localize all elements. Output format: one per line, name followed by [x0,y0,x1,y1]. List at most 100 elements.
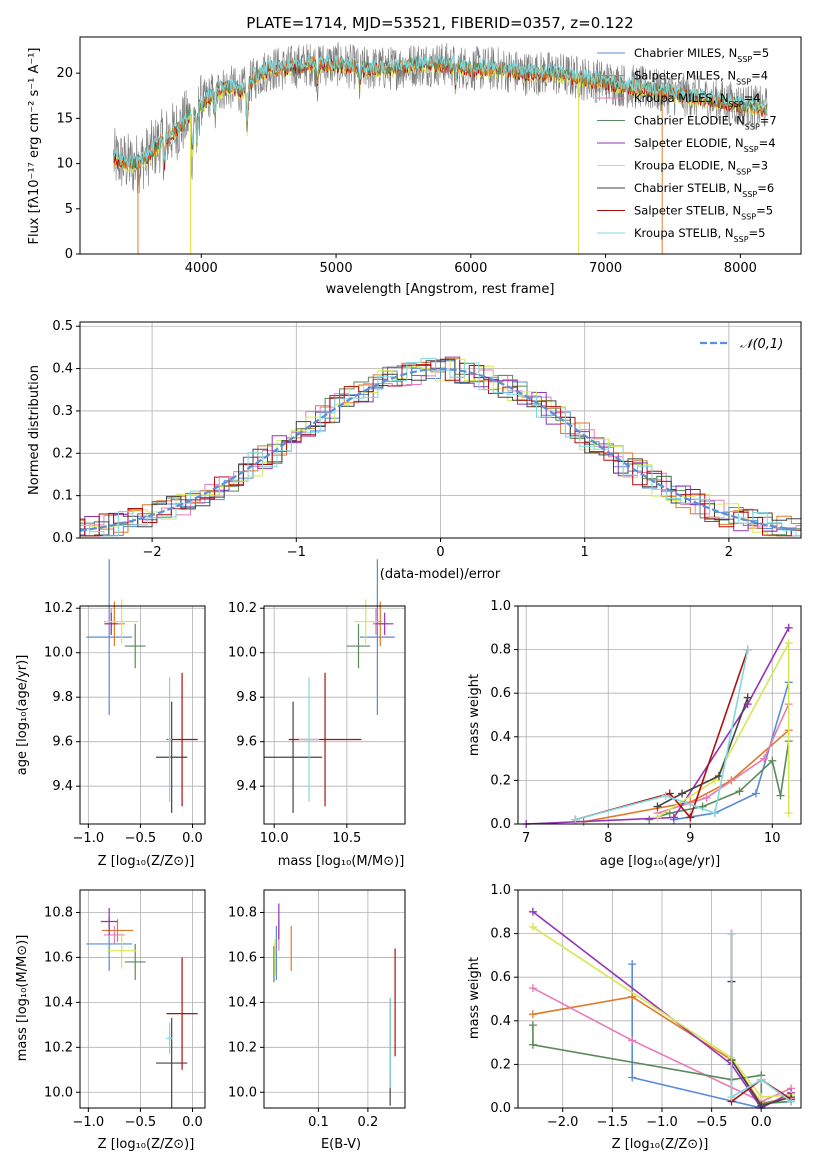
legend-tail: =5 [749,226,766,240]
residual-ylabel: Normed distribution [27,365,42,495]
weight-marker [727,1093,736,1102]
age-vs-z-panel: −1.0 −0.5 0.0 9.4 9.6 9.8 10.0 10.2 [44,559,206,846]
legend-tail: =4 [751,69,768,83]
y-tick-label: 9.6 [52,735,73,750]
weight-marker [743,693,752,702]
legend-tail: =4 [744,91,761,105]
massweight-vs-z-ylabel: mass weight [467,957,482,1039]
legend-label: Salpeter STELIB, NSSP=5 [634,204,773,222]
y-tick-label: 0.8 [490,927,511,942]
mass-vs-z-panel: −1.0 −0.5 0.0 10.0 10.2 10.4 10.6 10.8 [44,889,206,1130]
legend-label: Salpeter ELODIE, NSSP=4 [634,136,776,154]
mass-vs-z-ylabel: mass [log₁₀(M/M⊙)] [15,935,30,1062]
x-tick-label: −2 [143,545,162,560]
weight-line-kroupa_elodie [532,926,792,1098]
age-vs-mass-xlabel: mass [log₁₀(M/M⊙)] [278,854,405,869]
y-tick-label: 0.4 [52,362,73,377]
x-tick-label: 10.0 [260,831,289,846]
weight-marker [653,813,662,822]
spectrum-panel: 4000 5000 6000 7000 8000 0 5 10 15 20 Chabrier MIL… [56,36,802,276]
histogram-salpeter_stelib [80,362,801,537]
x-tick-label: −1 [287,545,306,560]
weight-marker [776,791,785,800]
x-tick-label: 2 [725,545,733,560]
y-tick-label: 10.4 [228,995,257,1010]
x-tick-label: −0.5 [696,1115,728,1130]
weight-marker [710,809,719,818]
weight-line-chabrier_miles [673,682,790,821]
legend-subscript: SSP [744,145,759,154]
x-tick-label: 10 [764,831,781,846]
residual-panel: −2 −1 0 1 2 0.0 0.1 0.2 0.3 0.4 0.5 𝒩(0,1) [52,319,802,560]
spectrum-ylabel: Flux [fλ10⁻¹⁷ erg cm⁻² s⁻¹ A⁻¹] [27,48,42,245]
legend-tail: =6 [757,181,774,195]
y-tick-label: 10.2 [228,601,257,616]
weight-marker [784,639,793,648]
legend-label: Salpeter MILES, NSSP=4 [634,69,768,87]
weight-marker [628,1036,637,1045]
y-tick-label: 10.0 [228,1085,257,1100]
x-tick-label: 0.0 [182,831,203,846]
weight-marker [653,802,662,811]
y-tick-label: 1.0 [490,883,511,898]
weight-marker [528,1040,537,1049]
weight-marker [768,756,777,765]
y-tick-label: 9.4 [236,779,257,794]
weight-marker [628,992,637,1001]
weight-line-kroupa_stelib [575,649,749,821]
axes-frame [263,605,406,825]
x-tick-label: 8 [604,831,612,846]
weight-marker [665,789,674,798]
axes-frame [79,605,206,825]
y-tick-label: 0.6 [490,686,511,701]
weight-marker [661,791,670,800]
legend-label: Chabrier STELIB, NSSP=6 [634,181,774,199]
legend-subscript: SSP [742,190,757,199]
massweight-vs-z-xlabel: Z [log₁₀(Z/Z⊙)] [612,1137,709,1152]
weight-marker [528,1021,537,1030]
x-tick-label: −1.5 [597,1115,629,1130]
y-tick-label: 9.4 [52,779,73,794]
y-tick-label: 10.2 [44,601,73,616]
y-tick-label: 9.6 [236,735,257,750]
x-tick-label: 8000 [724,261,757,276]
legend-tail: =3 [751,159,768,173]
weight-marker [760,754,769,763]
y-tick-label: 0.2 [490,1057,511,1072]
legend-tail: =5 [756,204,773,218]
weight-marker [702,793,711,802]
legend-label: Chabrier MILES, NSSP=5 [634,46,769,64]
x-tick-label: −0.5 [125,831,157,846]
x-tick-label: 0.0 [751,1115,772,1130]
massweight-vs-age-panel: 7 8 9 10 0.0 0.2 0.4 0.6 0.8 1.0 [490,599,802,846]
x-tick-label: 7 [522,831,530,846]
legend-tail: =7 [760,114,777,128]
x-tick-label: 5000 [320,261,353,276]
weight-marker [784,809,793,818]
axes-frame [517,605,802,825]
legend-subscript: SSP [741,212,756,221]
weight-marker [669,813,678,822]
age-vs-z-ylabel: age [log₁₀(age/yr)] [15,655,30,776]
weight-line-chabrier_stelib [657,697,749,808]
y-tick-label: 10.8 [228,905,257,920]
y-tick-label: 10.0 [44,646,73,661]
massweight-vs-age-xlabel: age [log₁₀(age/yr)] [600,854,721,869]
y-tick-label: 20 [56,66,73,81]
y-tick-label: 1.0 [490,599,511,614]
weight-line-salpeter_elodie [532,911,792,1110]
histogram-chabrier_stelib [80,358,801,537]
weight-marker [787,1097,796,1106]
x-tick-label: 9 [686,831,694,846]
massweight-vs-z-panel: −2.0 −1.5 −1.0 −0.5 0.0 0.0 0.2 0.4 0.6 0.8 1.0 [490,883,802,1130]
y-tick-label: 0.6 [490,970,511,985]
weight-marker [743,645,752,654]
y-tick-label: 0.0 [490,817,511,832]
weight-marker [727,929,736,938]
x-tick-label: 0 [436,545,444,560]
weight-marker [735,787,744,796]
legend-label: Chabrier ELODIE, NSSP=7 [634,114,777,132]
x-tick-label: 10.5 [332,831,361,846]
legend-subscript: SSP [736,167,751,176]
